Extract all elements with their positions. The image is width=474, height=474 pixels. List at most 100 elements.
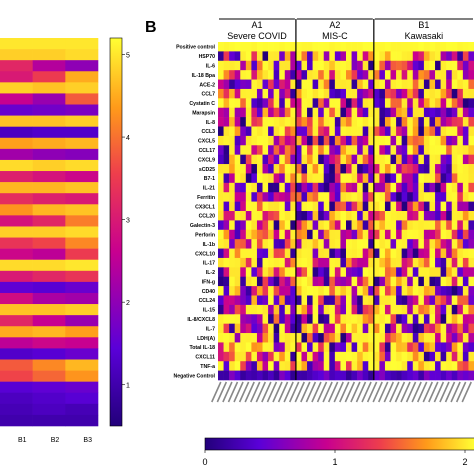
panel-b-cell	[368, 351, 375, 362]
panel-b-cell	[357, 135, 363, 146]
panel-b-cell	[290, 276, 297, 287]
panel-b-cell	[440, 192, 447, 202]
panel-b-cell	[390, 88, 397, 99]
panel-b-cell	[418, 51, 425, 62]
panel-b-cell	[390, 304, 397, 315]
panel-b-cell	[234, 370, 241, 381]
panel-b-cell	[451, 126, 458, 137]
panel-b-cell	[229, 220, 235, 231]
panel-b-cell	[418, 79, 425, 90]
panel-b-cell	[407, 370, 414, 381]
panel-b-cell	[301, 79, 308, 90]
panel-b-cell	[290, 126, 297, 137]
panel-b-cell	[323, 257, 330, 268]
panel-b-cell	[446, 211, 453, 221]
panel-b-cell	[268, 98, 274, 109]
panel-b-cell	[429, 88, 436, 99]
panel-b-cell	[301, 126, 308, 137]
panel-b-cell	[312, 117, 319, 127]
panel-b-column-label	[339, 381, 350, 403]
panel-b-cell	[229, 173, 235, 184]
panel-b-group-code: A1	[251, 20, 262, 30]
panel-b-cell	[412, 126, 419, 137]
panel-b-cell	[362, 257, 369, 268]
panel-b-cell	[329, 239, 336, 249]
panel-b-cell	[407, 51, 414, 62]
panel-b-cell	[401, 117, 408, 127]
panel-b-cell	[268, 192, 274, 202]
panel-a-cell	[0, 248, 33, 261]
panel-b-row-label: Marapsin	[192, 110, 215, 116]
panel-b-cell	[423, 145, 430, 155]
panel-a-cell	[65, 270, 99, 283]
panel-b-cell	[396, 342, 402, 353]
panel-a-cell	[32, 359, 66, 371]
panel-b-cell	[390, 286, 397, 296]
panel-b-cell	[290, 135, 297, 146]
panel-b-cell	[451, 333, 458, 343]
panel-b-cell	[412, 173, 419, 184]
panel-b-cell	[429, 117, 436, 127]
panel-b-cell	[373, 342, 380, 353]
panel-b-cell	[323, 135, 330, 146]
panel-b-cell	[256, 248, 263, 259]
panel-b-cell	[468, 51, 474, 62]
panel-b-colorbar	[204, 437, 474, 451]
panel-b-cell	[251, 333, 258, 343]
panel-b-cell	[312, 351, 319, 362]
panel-b-cell	[218, 323, 224, 334]
panel-b-cell	[218, 201, 224, 212]
panel-a-cell	[0, 270, 33, 283]
panel-b-cell	[457, 333, 464, 343]
panel-b-cell	[396, 239, 402, 249]
panel-b-cell	[273, 267, 280, 278]
panel-b-cell	[368, 70, 375, 80]
panel-b-cell	[234, 211, 241, 221]
panel-b-cell	[435, 351, 441, 362]
panel-b-cell	[457, 145, 464, 155]
panel-a-cell	[32, 60, 66, 72]
panel-b-column-label	[300, 381, 311, 403]
panel-b-cell	[429, 323, 436, 334]
panel-b-cell	[334, 286, 341, 296]
panel-b-cell	[362, 135, 369, 146]
panel-b-cell	[429, 220, 436, 231]
panel-b-cell	[423, 60, 430, 71]
panel-b-cell	[218, 267, 224, 278]
panel-b-cell	[451, 70, 458, 80]
panel-b-cell	[334, 126, 341, 137]
panel-b-cell	[462, 370, 469, 381]
panel-b-cell	[440, 182, 447, 193]
panel-b-cell	[240, 154, 247, 165]
panel-b-cell	[435, 117, 441, 127]
panel-b-column-label	[444, 381, 456, 403]
panel-b-cell	[262, 276, 269, 287]
panel-b-cell	[457, 173, 464, 184]
panel-b-cell	[462, 342, 469, 353]
panel-b-cell	[401, 323, 408, 334]
panel-b-cell	[401, 295, 408, 306]
panel-b-cell	[396, 164, 402, 174]
panel-b-cell	[340, 370, 347, 381]
panel-b-cell	[407, 79, 414, 90]
panel-b-cell	[412, 239, 419, 249]
panel-b-cell	[362, 314, 369, 324]
panel-b-cell	[407, 333, 414, 343]
panel-b-cell	[362, 201, 369, 212]
panel-b-cell	[418, 98, 425, 109]
panel-b-cell	[462, 286, 469, 296]
panel-b-cell	[451, 98, 458, 109]
panel-b-cell	[357, 257, 363, 268]
panel-b-cell	[301, 98, 308, 109]
panel-b-cell	[373, 370, 380, 381]
panel-b-cell	[301, 295, 308, 306]
panel-a-cell	[32, 82, 66, 94]
panel-b-cell	[256, 267, 263, 278]
panel-b-cell	[462, 220, 469, 231]
panel-b-cell	[429, 79, 436, 90]
panel-b-cell	[435, 182, 441, 193]
panel-b-cell	[351, 201, 358, 212]
panel-b-cell	[340, 154, 347, 165]
panel-b-cell	[323, 351, 330, 362]
